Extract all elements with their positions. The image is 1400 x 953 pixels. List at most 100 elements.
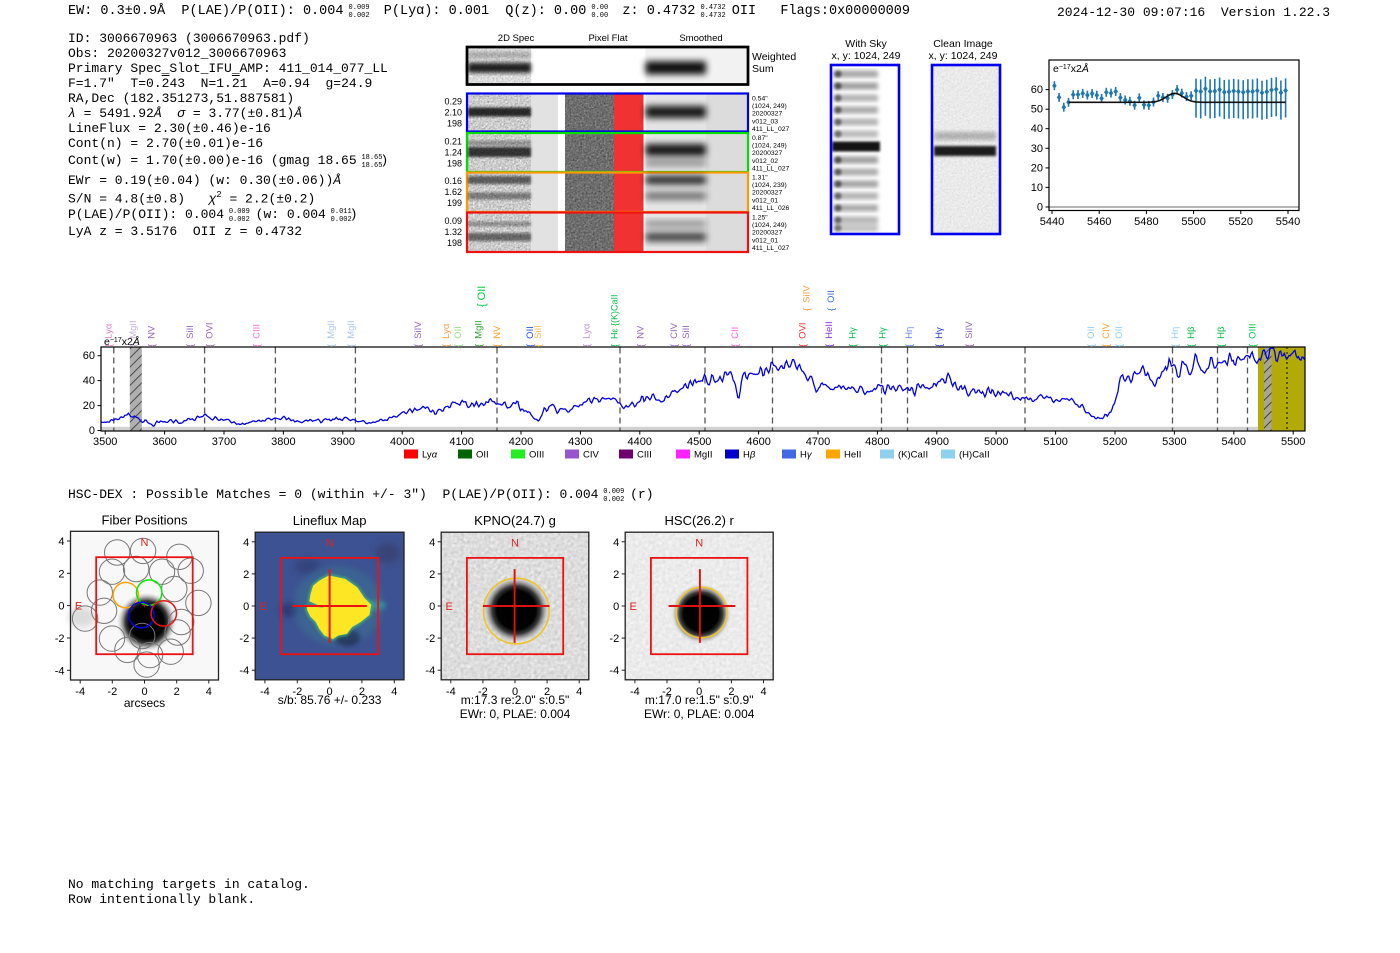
svg-text:s/b: 85.76 +/- 0.233: s/b: 85.76 +/- 0.233 [278, 693, 382, 707]
svg-text:MgII: MgII [694, 450, 712, 461]
svg-text:x, y: 1024, 249: x, y: 1024, 249 [832, 50, 901, 62]
svg-text:KPNO(24.7) g: KPNO(24.7) g [474, 513, 556, 528]
svg-text:411_LL_026: 411_LL_026 [752, 205, 790, 212]
svg-text:{Hγ: {Hγ [934, 327, 945, 347]
svg-text:2: 2 [359, 686, 365, 698]
svg-text:CIV: CIV [583, 450, 600, 461]
svg-text:{Hη: {Hη [1170, 327, 1181, 347]
svg-text:{SiII: {SiII [185, 325, 196, 347]
svg-text:199: 199 [447, 198, 462, 208]
svg-text:N: N [511, 538, 519, 550]
svg-text:-2: -2 [425, 633, 435, 645]
svg-text:0.54": 0.54" [752, 96, 768, 103]
svg-text:0.21: 0.21 [444, 137, 462, 147]
svg-text:-4: -4 [609, 665, 619, 677]
svg-text:4800: 4800 [865, 436, 889, 448]
svg-text:20200327: 20200327 [752, 190, 782, 197]
svg-text:20: 20 [1031, 162, 1043, 174]
svg-text:{Hβ: {Hβ [1186, 326, 1197, 347]
svg-text:-2: -2 [609, 633, 619, 645]
svg-text:{Lyα: {Lyα [582, 323, 593, 347]
svg-text:m:17.0 re:1.5" s:0.9": m:17.0 re:1.5" s:0.9" [645, 693, 754, 707]
svg-text:(1024, 249): (1024, 249) [752, 143, 787, 150]
svg-text:N: N [141, 537, 149, 549]
svg-text:5520: 5520 [1229, 216, 1253, 228]
svg-text:With Sky: With Sky [845, 38, 887, 50]
svg-text:(1024, 239): (1024, 239) [752, 182, 787, 189]
svg-text:5500: 5500 [1181, 216, 1205, 228]
svg-text:4100: 4100 [449, 436, 473, 448]
svg-text:3800: 3800 [271, 436, 295, 448]
svg-text:-2: -2 [662, 686, 672, 698]
svg-text:Lyα: Lyα [422, 450, 438, 461]
svg-text:{SiIV: {SiIV [413, 321, 424, 347]
svg-text:198: 198 [447, 159, 462, 169]
svg-text:198: 198 [447, 119, 462, 129]
svg-text:4000: 4000 [390, 436, 414, 448]
svg-text:1.62: 1.62 [444, 187, 462, 197]
svg-text:5400: 5400 [1222, 436, 1246, 448]
svg-text:4500: 4500 [687, 436, 711, 448]
svg-text:1.32: 1.32 [444, 227, 462, 237]
svg-text:Hβ: Hβ [743, 450, 756, 461]
svg-text:m:17.3 re:2.0" s:0.5": m:17.3 re:2.0" s:0.5" [461, 693, 570, 707]
svg-text:0: 0 [58, 601, 64, 613]
svg-text:0.87": 0.87" [752, 135, 768, 142]
svg-text:20: 20 [83, 400, 95, 412]
svg-text:{Hγ: {Hγ [848, 327, 859, 347]
svg-text:4: 4 [576, 686, 582, 698]
svg-text:2D Spec: 2D Spec [498, 33, 535, 44]
svg-text:4900: 4900 [925, 436, 949, 448]
svg-text:5100: 5100 [1043, 436, 1067, 448]
svg-text:{Hη: {Hη [904, 327, 915, 347]
svg-text:0: 0 [512, 686, 518, 698]
svg-text:1.25": 1.25" [752, 215, 768, 222]
svg-text:-2: -2 [239, 633, 249, 645]
svg-text:4: 4 [243, 537, 249, 549]
svg-text:HeII: HeII [844, 450, 861, 461]
svg-text:5440: 5440 [1040, 216, 1064, 228]
svg-text:5480: 5480 [1134, 216, 1158, 228]
svg-text:5460: 5460 [1087, 216, 1111, 228]
svg-text:{SiIV: {SiIV [964, 321, 975, 347]
svg-text:3600: 3600 [152, 436, 176, 448]
svg-text:v012_01: v012_01 [752, 197, 778, 204]
svg-text:Clean Image: Clean Image [933, 38, 993, 50]
svg-text:-4: -4 [630, 686, 640, 698]
svg-text:4600: 4600 [746, 436, 770, 448]
svg-text:HSC(26.2) r: HSC(26.2) r [665, 513, 735, 528]
svg-text:{OIII: {OIII [1248, 324, 1259, 348]
svg-text:(H)CaII: (H)CaII [959, 450, 990, 461]
svg-text:5300: 5300 [1162, 436, 1186, 448]
svg-text:-4: -4 [55, 665, 65, 677]
svg-text:3500: 3500 [93, 436, 117, 448]
svg-text:Pixel Flat: Pixel Flat [588, 33, 627, 44]
svg-text:{OII: {OII [1114, 326, 1125, 347]
svg-text:5500: 5500 [1281, 436, 1305, 448]
svg-text:{Hβ: {Hβ [1216, 326, 1227, 347]
svg-text:4: 4 [58, 536, 64, 548]
svg-text:-4: -4 [75, 686, 85, 698]
svg-text:{OII: {OII [476, 286, 488, 307]
svg-text:4300: 4300 [568, 436, 592, 448]
svg-text:N: N [326, 538, 334, 550]
svg-text:{HeII: {HeII [824, 321, 835, 347]
svg-text:2.10: 2.10 [444, 108, 462, 118]
svg-text:1.31": 1.31" [752, 175, 768, 182]
svg-text:0: 0 [1037, 202, 1043, 214]
svg-text:0: 0 [89, 425, 95, 437]
svg-text:{NV: {NV [636, 325, 647, 347]
svg-text:-2: -2 [292, 686, 302, 698]
svg-text:0: 0 [243, 601, 249, 613]
svg-text:{MgII: {MgII [326, 320, 337, 347]
svg-text:Weighted: Weighted [752, 51, 796, 63]
svg-text:3700: 3700 [212, 436, 236, 448]
svg-text:Hγ: Hγ [800, 450, 813, 461]
svg-text:{OII: {OII [525, 326, 536, 347]
svg-text:60: 60 [83, 350, 95, 362]
svg-text:10: 10 [1031, 182, 1043, 194]
svg-text:Sum: Sum [752, 63, 774, 75]
svg-text:EWr: 0, PLAE: 0.004: EWr: 0, PLAE: 0.004 [460, 707, 571, 721]
svg-text:4: 4 [760, 686, 766, 698]
svg-text:{OVI: {OVI [205, 322, 216, 347]
